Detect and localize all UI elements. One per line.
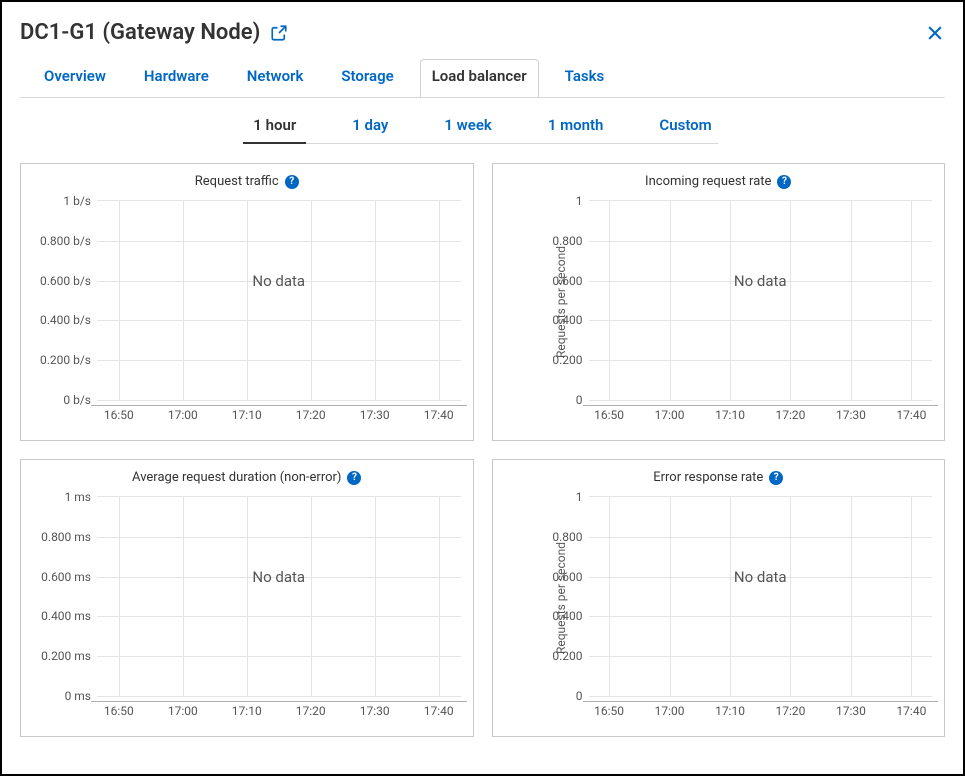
chart-request-traffic: Request traffic?1 b/s0.800 b/s0.600 b/s0… [20, 163, 474, 441]
y-tick-label: 1 [539, 194, 583, 208]
tab-hardware[interactable]: Hardware [140, 67, 213, 97]
time-tab-1-week[interactable]: 1 week [440, 116, 495, 144]
x-tick-label: 16:50 [104, 408, 134, 422]
plot-area: 10.8000.6000.4000.200016:5017:0017:1017:… [589, 496, 933, 696]
x-tick-label: 17:10 [232, 408, 262, 422]
chart-average-request-duration-non-error: Average request duration (non-error)? 1 m… [20, 459, 474, 737]
page-title: DC1-G1 (Gateway Node) [20, 20, 260, 45]
x-tick-label: 17:40 [424, 704, 454, 718]
tab-network[interactable]: Network [243, 67, 308, 97]
y-tick-label: 0.600 [539, 570, 583, 584]
plot-area: 1 ms0.800 ms0.600 ms0.400 ms0.200 ms0 ms… [97, 496, 461, 696]
help-icon[interactable]: ? [777, 175, 791, 189]
chart-title-label: Average request duration (non-error) [132, 470, 341, 485]
x-tick-label: 17:00 [655, 704, 685, 718]
x-tick-label: 17:30 [836, 408, 866, 422]
x-tick-label: 16:50 [594, 704, 624, 718]
y-axis-label: Requests per second [554, 542, 568, 654]
x-tick-label: 16:50 [104, 704, 134, 718]
no-data-label: No data [734, 568, 787, 586]
x-tick-label: 17:20 [296, 408, 326, 422]
plot-area: 1 b/s0.800 b/s0.600 b/s0.400 b/s0.200 b/… [97, 200, 461, 400]
open-external-icon[interactable] [270, 24, 288, 42]
time-tab-1-month[interactable]: 1 month [544, 116, 608, 144]
y-tick-label: 0.200 ms [35, 649, 91, 663]
help-icon[interactable]: ? [347, 471, 361, 485]
x-tick-label: 17:30 [360, 408, 390, 422]
no-data-label: No data [252, 568, 305, 586]
time-tab-1-hour[interactable]: 1 hour [249, 116, 300, 144]
chart-error-response-rate: Error response rate? Requests per second 1… [492, 459, 946, 737]
no-data-label: No data [252, 272, 305, 290]
y-tick-label: 0.400 [539, 313, 583, 327]
y-tick-label: 0.400 [539, 609, 583, 623]
x-tick-label: 17:00 [655, 408, 685, 422]
node-detail-panel: DC1-G1 (Gateway Node) Overview Hardware Ne… [0, 0, 965, 776]
x-tick-label: 17:20 [776, 704, 806, 718]
x-tick-label: 17:40 [424, 408, 454, 422]
x-tick-label: 17:40 [896, 704, 926, 718]
y-tick-label: 0 b/s [35, 393, 91, 407]
y-tick-label: 1 ms [35, 490, 91, 504]
tab-overview[interactable]: Overview [40, 67, 110, 97]
charts-grid: Request traffic?1 b/s0.800 b/s0.600 b/s0… [20, 163, 945, 737]
y-tick-label: 0.600 b/s [35, 274, 91, 288]
y-tick-label: 0.800 [539, 234, 583, 248]
chart-title-label: Error response rate [653, 470, 763, 485]
y-tick-label: 0.400 b/s [35, 313, 91, 327]
help-icon[interactable]: ? [769, 471, 783, 485]
time-tab-1-day[interactable]: 1 day [348, 116, 392, 144]
x-tick-label: 17:30 [360, 704, 390, 718]
tab-load-balancer[interactable]: Load balancer [428, 67, 531, 97]
no-data-label: No data [734, 272, 787, 290]
tab-storage[interactable]: Storage [337, 67, 397, 97]
tab-bar: Overview Hardware Network Storage Load balan… [20, 67, 945, 98]
chart-title-label: Incoming request rate [645, 174, 771, 189]
x-tick-label: 17:30 [836, 704, 866, 718]
time-tab-custom[interactable]: Custom [655, 116, 715, 144]
x-tick-label: 17:10 [715, 704, 745, 718]
tab-tasks[interactable]: Tasks [561, 67, 609, 97]
x-tick-label: 17:40 [896, 408, 926, 422]
x-tick-label: 17:20 [776, 408, 806, 422]
y-tick-label: 0.200 b/s [35, 353, 91, 367]
x-tick-label: 17:10 [715, 408, 745, 422]
x-tick-label: 17:20 [296, 704, 326, 718]
x-tick-label: 16:50 [594, 408, 624, 422]
y-tick-label: 0.800 b/s [35, 234, 91, 248]
x-tick-label: 17:10 [232, 704, 262, 718]
y-tick-label: 1 b/s [35, 194, 91, 208]
y-tick-label: 0.600 [539, 274, 583, 288]
y-tick-label: 1 [539, 490, 583, 504]
panel-header: DC1-G1 (Gateway Node) [20, 20, 945, 45]
help-icon[interactable]: ? [285, 175, 299, 189]
x-tick-label: 17:00 [168, 704, 198, 718]
y-tick-label: 0 ms [35, 689, 91, 703]
chart-title-label: Request traffic [195, 174, 279, 189]
y-tick-label: 0.600 ms [35, 570, 91, 584]
y-tick-label: 0.200 [539, 353, 583, 367]
y-tick-label: 0.800 [539, 530, 583, 544]
y-tick-label: 0 [539, 689, 583, 703]
y-tick-label: 0.400 ms [35, 609, 91, 623]
y-axis-label: Requests per second [554, 246, 568, 358]
close-icon[interactable] [925, 23, 945, 43]
x-tick-label: 17:00 [168, 408, 198, 422]
y-tick-label: 0.200 [539, 649, 583, 663]
time-range-tabs: 1 hour 1 day 1 week 1 month Custom [20, 116, 945, 145]
plot-area: 10.8000.6000.4000.200016:5017:0017:1017:… [589, 200, 933, 400]
chart-incoming-request-rate: Incoming request rate? Requests per secon… [492, 163, 946, 441]
y-tick-label: 0.800 ms [35, 530, 91, 544]
y-tick-label: 0 [539, 393, 583, 407]
